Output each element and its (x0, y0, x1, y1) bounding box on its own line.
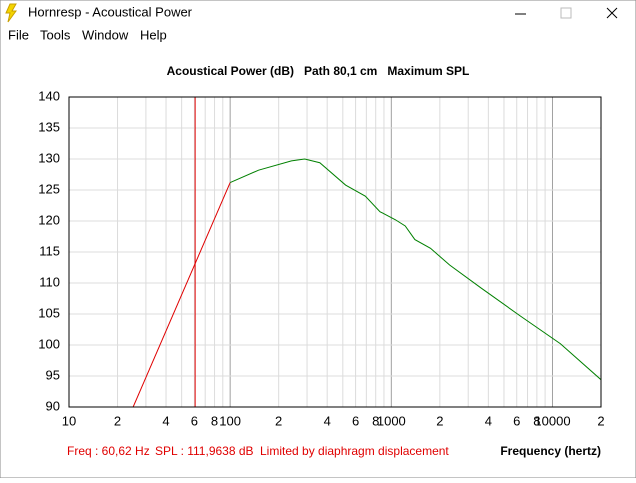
window-title: Hornresp - Acoustical Power (28, 4, 193, 19)
y-tick-label: 90 (46, 398, 60, 413)
y-tick-label: 100 (38, 336, 60, 351)
data-line (229, 158, 601, 381)
y-tick-label: 135 (38, 119, 60, 134)
y-tick-label: 125 (38, 181, 60, 196)
y-tick-label: 95 (46, 367, 60, 382)
x-axis-label: Frequency (hertz) (500, 444, 601, 458)
y-tick-label: 120 (38, 212, 60, 227)
y-tick-label: 140 (38, 88, 60, 103)
x-tick-label: 10 (62, 413, 76, 428)
menu-item[interactable]: Help (140, 27, 167, 42)
chart-title: Acoustical Power (dB) Path 80,1 cm Maxim… (167, 64, 470, 78)
x-tick-label: 2 (275, 413, 282, 428)
plot-border (68, 96, 602, 408)
status-text: Limited by diaphragm displacement (260, 444, 449, 458)
x-tick-label: 100 (219, 413, 241, 428)
x-tick-label: 6 (352, 413, 359, 428)
x-tick-label: 2 (436, 413, 443, 428)
x-tick-label: 4 (485, 413, 492, 428)
menu-item[interactable]: Tools (40, 27, 71, 42)
x-tick-label: 6 (191, 413, 198, 428)
status-text: Freq : 60,62 Hz (67, 444, 150, 458)
close-button[interactable] (606, 7, 618, 19)
maximize-button[interactable] (560, 7, 572, 19)
x-tick-label: 4 (162, 413, 169, 428)
menu-item[interactable]: File (8, 27, 29, 42)
app-icon (5, 3, 17, 23)
y-tick-label: 105 (38, 305, 60, 320)
x-tick-label: 10000 (534, 413, 570, 428)
x-tick-label: 2 (114, 413, 121, 428)
y-tick-label: 115 (39, 243, 60, 258)
x-tick-label: 1000 (377, 413, 406, 428)
menu-bar: File Tools Window Help (8, 27, 167, 42)
x-tick-label: 8 (211, 413, 218, 428)
x-tick-label: 8 (372, 413, 379, 428)
y-tick-label: 110 (39, 274, 60, 289)
menu-item[interactable]: Window (82, 27, 129, 42)
x-tick-label: 8 (533, 413, 540, 428)
y-tick-label: 130 (38, 150, 60, 165)
data-line (132, 182, 231, 407)
status-text: SPL : 111,9638 dB (155, 444, 254, 458)
x-tick-label: 6 (513, 413, 520, 428)
x-tick-label: 2 (597, 413, 604, 428)
x-tick-label: 4 (324, 413, 331, 428)
